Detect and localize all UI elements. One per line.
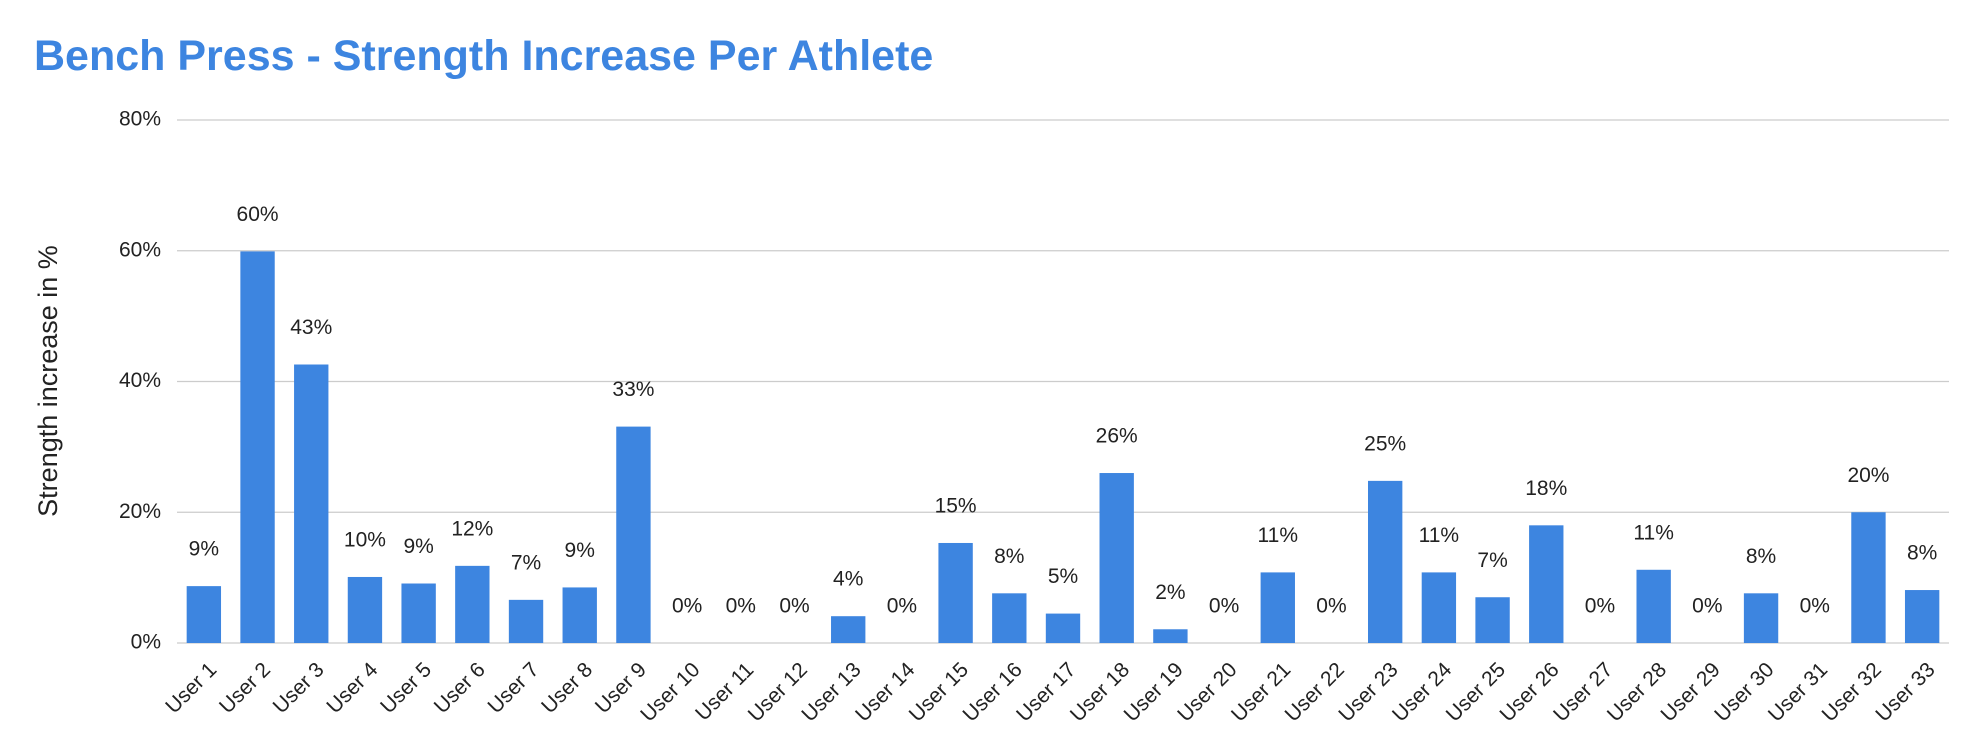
bar [1529, 525, 1564, 643]
x-tick-label: User 24 [1388, 658, 1456, 726]
data-label: 11% [1258, 524, 1298, 547]
data-label: 0% [1585, 595, 1615, 618]
x-tick-label: User 3 [269, 658, 329, 718]
data-label: 33% [612, 378, 654, 401]
data-label: 7% [1477, 549, 1507, 572]
data-label: 0% [1316, 595, 1346, 618]
x-tick-label: User 16 [959, 658, 1027, 726]
y-tick-label: 80% [119, 108, 161, 131]
y-axis-label: Strength increase in % [33, 245, 63, 517]
data-label: 20% [1847, 464, 1889, 487]
data-label: 15% [935, 495, 977, 518]
bar [347, 576, 383, 643]
bar [1421, 572, 1457, 643]
data-label: 11% [1633, 521, 1673, 544]
bar [1153, 629, 1188, 643]
bar [1904, 590, 1940, 643]
bar [508, 599, 544, 643]
data-label: 8% [1746, 545, 1776, 568]
bar [401, 583, 436, 643]
x-tick-label: User 31 [1764, 658, 1832, 726]
bar [616, 426, 651, 643]
x-tick-label: User 19 [1120, 658, 1188, 726]
x-tick-label: User 17 [1012, 658, 1080, 726]
data-label: 11% [1419, 524, 1459, 547]
x-tick-label: User 26 [1495, 658, 1563, 726]
x-tick-label: User 1 [161, 658, 221, 718]
chart-title: Bench Press - Strength Increase Per Athl… [34, 32, 933, 80]
data-label: 0% [1209, 595, 1239, 618]
bar [1851, 512, 1886, 643]
x-tick-label: User 29 [1657, 658, 1725, 726]
bar [1045, 613, 1081, 643]
x-tick-label: User 14 [851, 658, 919, 726]
data-label: 7% [511, 551, 541, 574]
data-label: 8% [994, 545, 1024, 568]
bar [1260, 572, 1295, 643]
data-label: 0% [672, 595, 702, 618]
x-tick-label: User 2 [215, 658, 275, 718]
data-label: 25% [1364, 432, 1406, 455]
x-tick-label: User 7 [483, 658, 543, 718]
data-label: 26% [1096, 425, 1138, 448]
bar [294, 364, 329, 643]
data-label: 18% [1525, 477, 1567, 500]
bar [455, 565, 490, 643]
data-label: 0% [726, 595, 756, 618]
bar [831, 616, 866, 643]
bar [1475, 597, 1510, 643]
x-tick-label: User 32 [1818, 658, 1886, 726]
bar [1743, 593, 1779, 643]
x-tick-label: User 28 [1603, 658, 1671, 726]
data-label: 0% [779, 595, 809, 618]
data-label: 12% [451, 517, 493, 540]
y-tick-label: 0% [131, 631, 161, 654]
x-tick-label: User 4 [322, 658, 382, 718]
bar [992, 593, 1027, 643]
data-label: 8% [1907, 542, 1937, 565]
x-tick-label: User 33 [1871, 658, 1939, 726]
bar [186, 586, 222, 643]
bar [1636, 569, 1671, 643]
x-tick-label: User 22 [1281, 658, 1349, 726]
x-tick-label: User 5 [376, 658, 436, 718]
data-label: 5% [1048, 565, 1078, 588]
data-label: 0% [1800, 595, 1830, 618]
x-tick-label: User 18 [1066, 658, 1134, 726]
x-tick-label: User 15 [905, 658, 973, 726]
data-label: 0% [1692, 595, 1722, 618]
y-tick-label: 40% [119, 369, 161, 392]
x-tick-label: User 27 [1549, 658, 1617, 726]
x-tick-label: User 25 [1442, 658, 1510, 726]
bar [1099, 473, 1134, 643]
data-label: 9% [565, 539, 595, 562]
data-label: 43% [290, 316, 332, 339]
x-tick-label: User 13 [797, 658, 865, 726]
data-label: 9% [189, 538, 219, 561]
bar [938, 542, 973, 643]
x-tick-label: User 23 [1334, 658, 1402, 726]
data-label: 4% [833, 568, 863, 591]
bar [240, 251, 275, 643]
x-tick-label: User 6 [430, 658, 490, 718]
x-tick-label: User 8 [537, 658, 597, 718]
y-tick-label: 20% [119, 500, 161, 523]
data-label: 2% [1155, 581, 1185, 604]
x-tick-label: User 12 [744, 658, 812, 726]
y-tick-label: 60% [119, 238, 161, 261]
data-label: 0% [887, 595, 917, 618]
data-label: 9% [403, 535, 433, 558]
x-tick-label: User 30 [1710, 658, 1778, 726]
data-label: 10% [344, 529, 386, 552]
data-label: 60% [237, 203, 279, 226]
x-tick-label: User 21 [1227, 658, 1295, 726]
bar [562, 587, 597, 643]
x-tick-label: User 10 [636, 658, 704, 726]
bar [1367, 480, 1403, 643]
x-tick-label: User 20 [1173, 658, 1241, 726]
